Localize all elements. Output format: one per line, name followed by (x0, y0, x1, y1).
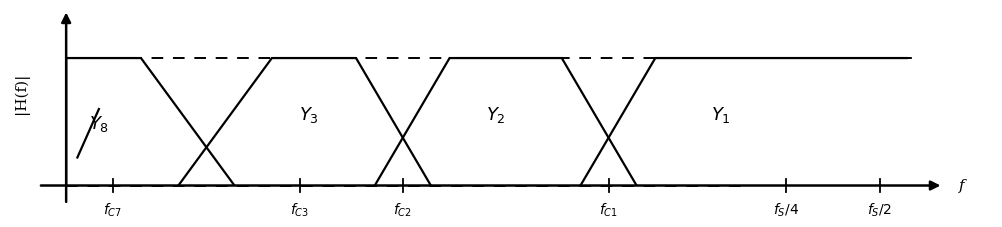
Text: $f_{C7}$: $f_{C7}$ (103, 202, 122, 220)
Text: $f_{C3}$: $f_{C3}$ (291, 202, 310, 220)
Text: $Y_2$: $Y_2$ (486, 105, 506, 125)
Text: |H(f)|: |H(f)| (14, 73, 29, 114)
Text: $f_{C1}$: $f_{C1}$ (599, 202, 618, 220)
Text: $Y_3$: $Y_3$ (300, 105, 320, 125)
Text: $f_S/2$: $f_S/2$ (868, 202, 892, 220)
Text: $Y_8$: $Y_8$ (89, 114, 109, 134)
Text: $f_{C2}$: $f_{C2}$ (394, 202, 412, 220)
Text: $Y_1$: $Y_1$ (710, 105, 730, 125)
Text: f: f (959, 178, 965, 192)
Text: $f_S/4$: $f_S/4$ (774, 202, 800, 220)
